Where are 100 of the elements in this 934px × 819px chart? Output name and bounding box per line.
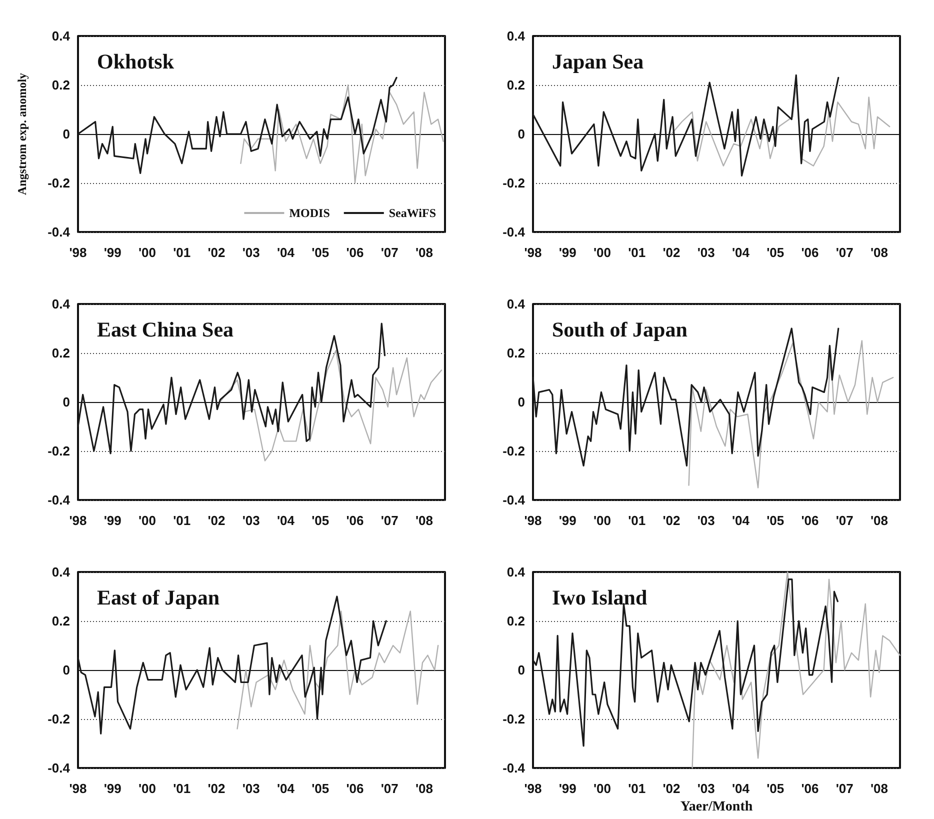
x-tick-label: '00	[593, 513, 612, 528]
x-tick-label: '06	[801, 781, 819, 796]
x-tick-label: '00	[138, 781, 156, 796]
x-tick-label: '98	[524, 245, 542, 260]
x-tick-label: '06	[346, 781, 364, 796]
text: Okhotsk	[97, 50, 174, 74]
y-tick-label: 0	[518, 394, 525, 410]
y-tick-label: 0.4	[52, 28, 71, 44]
x-tick-label: '06	[346, 513, 364, 528]
line-series	[240, 84, 444, 184]
line-series	[670, 84, 890, 166]
x-tick-label: '01	[628, 245, 646, 260]
x-tick-label: '05	[766, 781, 784, 796]
y-tick-label: 0	[62, 662, 70, 678]
y-tick-label: 0.4	[52, 296, 71, 312]
x-tick-label: '04	[276, 781, 296, 796]
x-tick-label: '01	[173, 513, 191, 528]
y-tick-label: 0	[62, 394, 70, 410]
x-tick-label: '00	[138, 245, 156, 260]
x-tick-label: '98	[69, 245, 87, 260]
x-axis-title: Yaer/Month	[680, 799, 753, 814]
y-tick-label: 0.2	[52, 614, 70, 628]
x-tick-label: '03	[697, 513, 715, 528]
x-tick-label: '02	[208, 781, 226, 796]
y-tick-label: -0.2	[48, 712, 70, 726]
x-tick-label: '99	[104, 245, 122, 260]
y-tick-label: 0.2	[506, 78, 525, 92]
x-tick-label: '08	[870, 245, 888, 260]
x-tick-label: '99	[558, 245, 576, 260]
x-tick-label: '08	[870, 781, 888, 796]
x-tick-label: '99	[558, 513, 576, 528]
x-tick-label: '03	[242, 513, 260, 528]
x-tick-label: '03	[697, 781, 715, 796]
y-tick-label: 0.4	[506, 28, 526, 44]
x-tick-label: '00	[593, 781, 612, 796]
x-tick-label: '06	[346, 245, 364, 260]
y-tick-label: 0.2	[506, 614, 525, 628]
x-tick-label: '08	[415, 245, 434, 260]
x-tick-label: '98	[69, 781, 87, 796]
x-tick-label: '05	[766, 245, 784, 260]
x-tick-label: '00	[138, 513, 156, 528]
text: East of Japan	[97, 586, 220, 610]
y-tick-label: -0.4	[502, 492, 526, 508]
y-tick-label: -0.4	[48, 760, 71, 776]
line-series	[692, 571, 901, 769]
x-tick-label: '02	[662, 245, 680, 260]
y-tick-label: -0.2	[48, 176, 70, 190]
y-axis-title: Angstrom exp. anomoly	[15, 72, 29, 196]
x-tick-label: '04	[732, 781, 750, 796]
x-tick-label: '98	[69, 513, 87, 528]
x-tick-label: '02	[208, 245, 226, 260]
y-tick-label: 0	[518, 662, 525, 678]
legend-label: SeaWiFS	[388, 206, 436, 220]
y-tick-label: -0.2	[502, 444, 525, 458]
x-tick-label: '07	[836, 245, 854, 260]
line-series	[219, 350, 442, 462]
x-tick-label: '08	[415, 781, 434, 796]
y-tick-label: -0.4	[502, 760, 526, 776]
x-tick-label: '08	[415, 513, 434, 528]
x-tick-label: '04	[276, 513, 296, 528]
line-series	[688, 340, 894, 488]
x-tick-label: '07	[380, 245, 398, 260]
y-tick-label: 0	[62, 126, 70, 142]
x-tick-label: '04	[276, 245, 296, 260]
x-tick-label: '05	[312, 781, 330, 796]
y-tick-label: -0.4	[502, 224, 526, 240]
x-tick-label: '04	[732, 513, 750, 528]
x-tick-label: '07	[380, 513, 398, 528]
x-tick-label: '05	[312, 513, 330, 528]
y-tick-label: 0.4	[506, 564, 526, 580]
x-tick-label: '07	[836, 513, 854, 528]
x-tick-label: '03	[242, 245, 260, 260]
y-tick-label: 0.2	[52, 78, 70, 92]
x-tick-label: '98	[524, 513, 542, 528]
y-tick-label: -0.2	[48, 444, 70, 458]
x-tick-label: '99	[104, 513, 122, 528]
x-tick-label: '04	[732, 245, 750, 260]
x-tick-label: '00	[593, 245, 612, 260]
text: South of Japan	[552, 318, 688, 342]
x-tick-label: '07	[836, 781, 854, 796]
legend-label: MODIS	[289, 206, 330, 220]
x-tick-label: '08	[870, 513, 888, 528]
text: Iwo Island	[552, 586, 648, 610]
y-tick-label: -0.2	[502, 712, 525, 726]
y-tick-label: 0.4	[506, 296, 526, 312]
x-tick-label: '06	[801, 245, 819, 260]
x-tick-label: '98	[524, 781, 542, 796]
x-tick-label: '03	[242, 781, 260, 796]
x-tick-label: '01	[173, 781, 191, 796]
x-tick-label: '99	[104, 781, 122, 796]
x-tick-label: '02	[662, 513, 680, 528]
x-tick-label: '02	[662, 781, 680, 796]
y-tick-label: -0.4	[48, 492, 71, 508]
y-tick-label: -0.4	[48, 224, 71, 240]
y-tick-label: 0.2	[52, 346, 70, 360]
x-tick-label: '01	[628, 781, 646, 796]
text: East China Sea	[97, 318, 234, 342]
y-tick-label: 0	[518, 126, 525, 142]
x-tick-label: '01	[628, 513, 646, 528]
x-tick-label: '05	[766, 513, 784, 528]
